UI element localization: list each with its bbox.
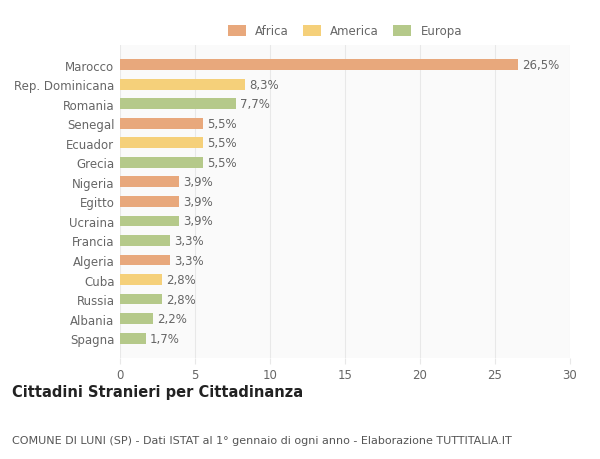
Bar	[120, 99, 235, 110]
Bar	[120, 60, 517, 71]
Bar	[120, 177, 179, 188]
Text: 7,7%: 7,7%	[240, 98, 270, 111]
Text: Cittadini Stranieri per Cittadinanza: Cittadini Stranieri per Cittadinanza	[12, 384, 303, 399]
Text: 2,8%: 2,8%	[167, 274, 196, 286]
Text: 5,5%: 5,5%	[207, 157, 236, 169]
Text: 2,8%: 2,8%	[167, 293, 196, 306]
Bar	[120, 274, 162, 285]
Text: 3,3%: 3,3%	[174, 254, 203, 267]
Text: 1,7%: 1,7%	[150, 332, 180, 345]
Bar	[120, 79, 245, 90]
Bar	[120, 235, 170, 246]
Bar	[120, 333, 146, 344]
Bar	[120, 255, 170, 266]
Text: 5,5%: 5,5%	[207, 118, 236, 130]
Bar	[120, 216, 179, 227]
Legend: Africa, America, Europa: Africa, America, Europa	[223, 21, 467, 43]
Bar	[120, 157, 203, 168]
Bar	[120, 196, 179, 207]
Text: 2,2%: 2,2%	[157, 313, 187, 325]
Bar	[120, 138, 203, 149]
Text: 5,5%: 5,5%	[207, 137, 236, 150]
Text: 26,5%: 26,5%	[522, 59, 559, 72]
Text: 8,3%: 8,3%	[249, 78, 278, 91]
Text: 3,3%: 3,3%	[174, 235, 203, 247]
Text: 3,9%: 3,9%	[183, 196, 213, 208]
Text: COMUNE DI LUNI (SP) - Dati ISTAT al 1° gennaio di ogni anno - Elaborazione TUTTI: COMUNE DI LUNI (SP) - Dati ISTAT al 1° g…	[12, 435, 512, 445]
Text: 3,9%: 3,9%	[183, 176, 213, 189]
Bar	[120, 294, 162, 305]
Bar	[120, 118, 203, 129]
Bar	[120, 313, 153, 325]
Text: 3,9%: 3,9%	[183, 215, 213, 228]
